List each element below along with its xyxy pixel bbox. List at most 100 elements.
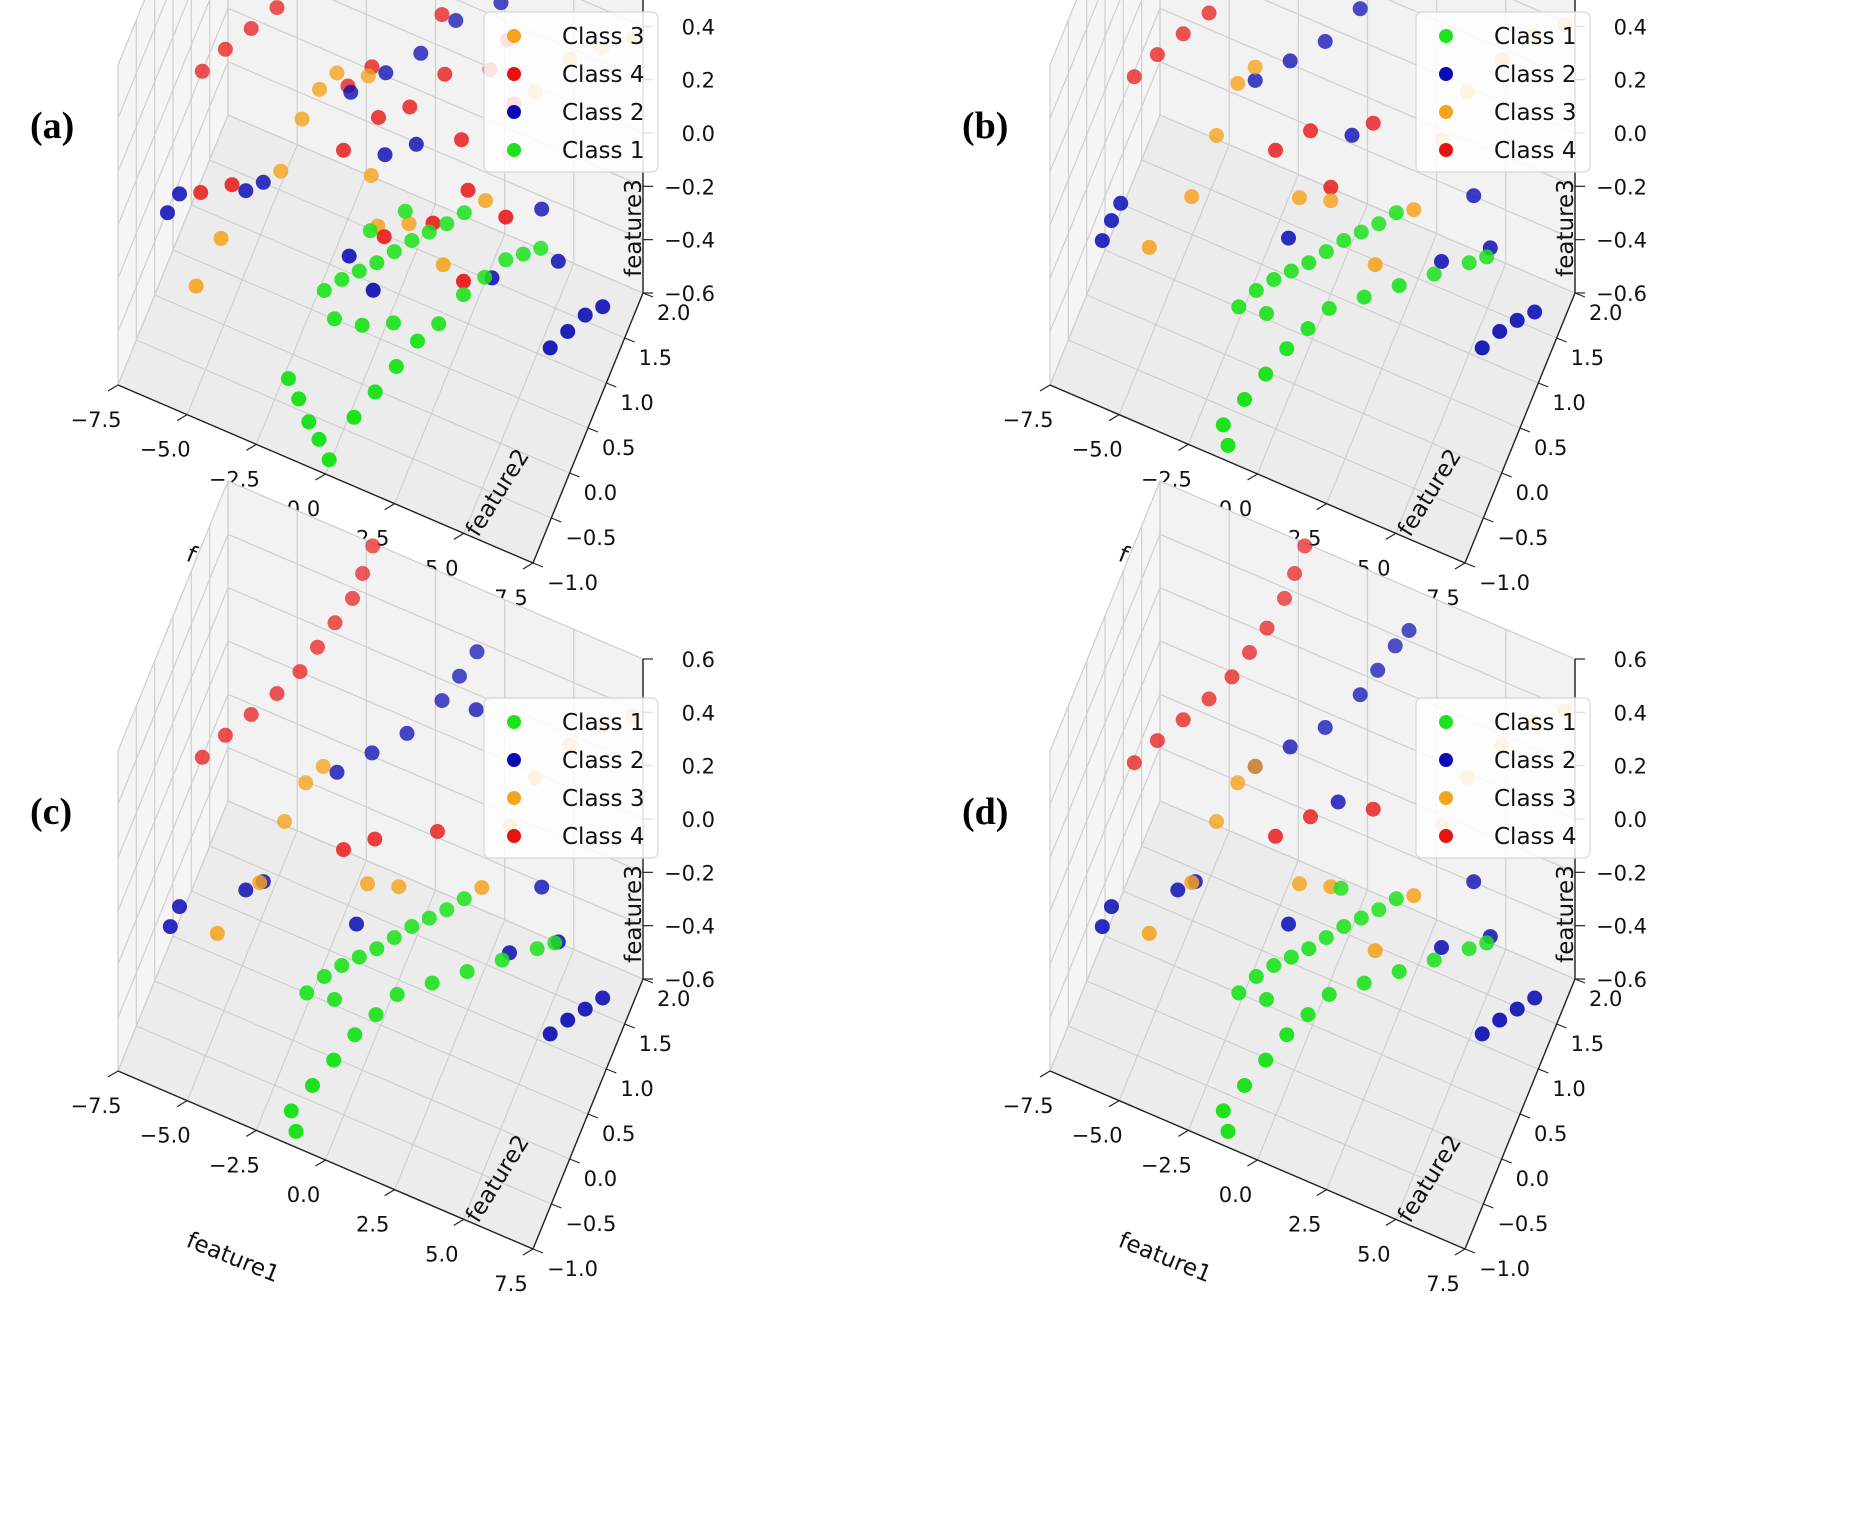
point-class-4 xyxy=(1303,809,1318,825)
point-class-4 xyxy=(367,831,383,847)
point-class-2 xyxy=(550,253,566,269)
point-class-1 xyxy=(1426,266,1442,282)
x-tick xyxy=(384,503,395,511)
y-tick xyxy=(1574,978,1586,984)
z-tick-label: 0.0 xyxy=(1614,122,1647,146)
point-class-1 xyxy=(1461,255,1477,271)
point-class-1 xyxy=(1231,299,1247,315)
point-class-4 xyxy=(336,142,351,158)
y-tick xyxy=(569,472,580,478)
point-class-2 xyxy=(1281,230,1296,246)
point-class-1 xyxy=(283,1103,299,1119)
point-class-3 xyxy=(1230,775,1246,791)
point-class-2 xyxy=(1474,340,1490,356)
y-tick-label: 2.0 xyxy=(657,987,690,1011)
y-tick-label: 0.5 xyxy=(602,1122,635,1146)
legend-marker xyxy=(1439,143,1453,157)
legend-marker xyxy=(507,29,521,43)
point-class-4 xyxy=(1175,26,1191,42)
point-class-1 xyxy=(288,1123,304,1139)
legend-frame xyxy=(483,11,659,173)
point-class-1 xyxy=(1388,891,1404,907)
point-class-1 xyxy=(1353,910,1369,926)
point-class-2 xyxy=(1317,34,1333,49)
panel-0: −7.5−5.0−2.50.02.55.07.5−1.0−0.50.00.51.… xyxy=(30,0,715,610)
point-class-2 xyxy=(1317,720,1333,735)
panel-2: −7.5 −5.0 −2.5 0.0 2.5 5.0 7.5 −1.0 −0.5 0.0 0.5 1.… xyxy=(30,480,715,1296)
point-class-2 xyxy=(1282,53,1298,69)
point-class-3 xyxy=(277,814,292,829)
point-class-2 xyxy=(1434,254,1449,269)
y-tick xyxy=(1574,292,1586,298)
point-class-3 xyxy=(1209,128,1224,143)
y-tick xyxy=(1519,427,1531,433)
point-class-2 xyxy=(1104,899,1119,915)
point-class-2 xyxy=(349,916,364,932)
panel-label: (c) xyxy=(30,791,72,833)
point-class-1 xyxy=(1283,949,1299,965)
point-class-2 xyxy=(469,644,485,660)
point-class-1 xyxy=(1215,1103,1231,1119)
x-tick xyxy=(176,414,188,422)
point-class-3 xyxy=(312,81,327,97)
point-class-1 xyxy=(389,987,405,1002)
x-tick-label: −2.5 xyxy=(209,1153,260,1177)
y-tick-label: −1.0 xyxy=(1479,571,1530,595)
point-class-2 xyxy=(1330,794,1346,810)
point-class-4 xyxy=(224,177,240,193)
legend-marker xyxy=(1439,105,1453,119)
point-class-1 xyxy=(316,283,332,298)
x-tick-label: 2.5 xyxy=(1288,1213,1321,1237)
x-tick-label: −7.5 xyxy=(1003,1094,1054,1118)
point-class-1 xyxy=(1279,1027,1295,1043)
point-class-1 xyxy=(1336,233,1352,248)
point-class-1 xyxy=(1353,224,1369,240)
legend-label: Class 3 xyxy=(562,24,644,50)
point-class-3 xyxy=(478,193,493,209)
point-class-3 xyxy=(298,775,314,791)
point-class-1 xyxy=(334,272,350,287)
point-class-1 xyxy=(404,919,420,934)
legend-marker xyxy=(1439,791,1453,805)
point-class-2 xyxy=(534,879,550,895)
point-class-1 xyxy=(369,941,385,957)
y-tick xyxy=(1501,1158,1512,1164)
point-class-1 xyxy=(386,930,402,946)
point-class-1 xyxy=(529,941,545,957)
point-class-4 xyxy=(1149,733,1165,749)
point-class-1 xyxy=(421,910,437,926)
point-class-1 xyxy=(477,269,493,285)
point-class-1 xyxy=(1300,321,1316,337)
panel-label: (a) xyxy=(30,105,74,147)
point-class-2 xyxy=(1094,233,1110,249)
x-tick-label: −2.5 xyxy=(1141,1153,1192,1177)
point-class-3 xyxy=(1292,190,1307,206)
y-tick-label: −0.5 xyxy=(1497,1212,1548,1236)
point-class-1 xyxy=(547,935,563,951)
point-class-2 xyxy=(560,324,576,339)
y-tick xyxy=(624,1023,635,1029)
x-tick xyxy=(1316,503,1327,511)
point-class-2 xyxy=(255,174,271,190)
point-class-4 xyxy=(460,182,476,198)
point-class-1 xyxy=(1318,244,1334,260)
point-class-2 xyxy=(493,0,509,11)
legend: Class 1 Class 2 Class 3 Class 4 xyxy=(483,697,659,859)
z-tick-label: −0.2 xyxy=(664,861,715,885)
point-class-1 xyxy=(410,333,425,349)
point-class-2 xyxy=(1509,1001,1525,1017)
point-class-4 xyxy=(194,749,210,765)
point-class-1 xyxy=(1388,205,1404,221)
y-tick xyxy=(587,1113,599,1119)
point-class-4 xyxy=(1149,47,1165,63)
point-class-1 xyxy=(421,224,437,240)
point-class-3 xyxy=(1406,202,1422,218)
point-class-1 xyxy=(1391,278,1407,294)
point-class-1 xyxy=(515,246,531,262)
point-class-2 xyxy=(399,725,415,741)
point-class-4 xyxy=(402,99,418,115)
legend: Class 3 Class 4 Class 2 Class 1 xyxy=(483,11,659,173)
point-class-2 xyxy=(595,990,611,1006)
point-class-1 xyxy=(498,252,514,268)
point-class-1 xyxy=(1258,366,1274,382)
